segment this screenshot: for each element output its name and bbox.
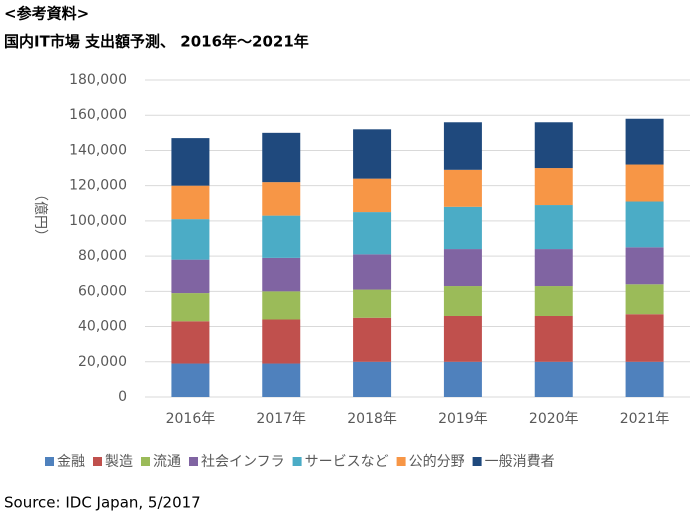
- y-tick-label: 60,000: [78, 283, 127, 299]
- legend-swatch: [472, 457, 482, 466]
- x-tick-label: 2016年: [166, 411, 216, 427]
- x-tick-label: 2020年: [529, 411, 579, 427]
- x-tick-label: 2019年: [438, 411, 488, 427]
- bar-segment: [171, 321, 210, 364]
- x-tick-label: 2018年: [347, 411, 397, 427]
- bar-segment: [534, 205, 573, 250]
- bar-segment: [625, 201, 664, 248]
- bar-segment: [171, 293, 210, 322]
- y-tick-label: 0: [118, 389, 127, 405]
- bar-segment: [443, 315, 482, 362]
- bar-segment: [262, 215, 301, 258]
- bar-segment: [171, 185, 210, 220]
- bar-segment: [534, 249, 573, 287]
- x-tick-label: 2017年: [256, 411, 306, 427]
- y-tick-label: 180,000: [69, 72, 127, 88]
- chart-title: 国内IT市場 支出額予測、 2016年～2021年: [4, 33, 309, 51]
- bar-segment: [443, 286, 482, 316]
- y-tick-label: 120,000: [69, 178, 127, 194]
- legend-label: 社会インフラ: [201, 454, 285, 470]
- bar-segment: [353, 361, 392, 397]
- bar-segment: [353, 254, 392, 290]
- y-tick-label: 80,000: [78, 248, 127, 264]
- legend-label: サービスなど: [305, 454, 389, 470]
- bar-segment: [534, 361, 573, 397]
- bar-segment: [443, 206, 482, 250]
- bar-segment: [534, 315, 573, 362]
- bar-segment: [171, 259, 210, 294]
- bar-segment: [171, 363, 210, 397]
- header: <参考資料>: [4, 5, 89, 23]
- bar-segment: [534, 168, 573, 206]
- bar-segment: [443, 169, 482, 207]
- legend-label: 流通: [153, 454, 181, 470]
- bar-segment: [262, 363, 301, 397]
- bar-segment: [353, 317, 392, 362]
- bar-segment: [262, 291, 301, 320]
- bar-segment: [625, 164, 664, 202]
- bar-segment: [443, 361, 482, 397]
- bar-segment: [625, 247, 664, 285]
- bar-segment: [625, 361, 664, 397]
- bar-segment: [534, 122, 573, 169]
- bar-segment: [443, 249, 482, 287]
- y-tick-label: 160,000: [69, 107, 127, 123]
- bar-segment: [262, 132, 301, 183]
- legend-swatch: [141, 457, 150, 466]
- y-tick-label: 100,000: [69, 213, 127, 229]
- bar-segment: [262, 319, 301, 364]
- y-tick-label: 140,000: [69, 142, 127, 158]
- bar-segment: [625, 284, 664, 315]
- bar-segment: [171, 138, 210, 186]
- bar-segment: [353, 212, 392, 255]
- source: Source: IDC Japan, 5/2017: [4, 494, 201, 512]
- y-tick-label: 20,000: [78, 354, 127, 370]
- bar-segment: [262, 257, 301, 292]
- bar-segment: [353, 129, 392, 179]
- bar-segment: [353, 289, 392, 318]
- legend-swatch: [93, 457, 102, 466]
- legend-swatch: [189, 457, 198, 466]
- bar-segment: [353, 178, 392, 213]
- legend-label: 公的分野: [409, 454, 465, 470]
- bar-segment: [534, 286, 573, 316]
- legend-swatch: [396, 457, 406, 466]
- bar-segment: [262, 182, 301, 216]
- bar-segment: [171, 219, 210, 260]
- x-tick-label: 2021年: [620, 411, 670, 427]
- legend-swatch: [292, 457, 302, 466]
- y-tick-label: 40,000: [78, 319, 127, 335]
- bar-segment: [625, 118, 664, 165]
- y-axis-label: （億円）: [32, 187, 48, 243]
- legend-label: 金融: [57, 454, 85, 470]
- legend-swatch: [45, 457, 54, 466]
- bar-segment: [625, 314, 664, 362]
- legend-label: 製造: [105, 454, 133, 470]
- legend-label: 一般消費者: [485, 454, 555, 470]
- bar-segment: [443, 122, 482, 170]
